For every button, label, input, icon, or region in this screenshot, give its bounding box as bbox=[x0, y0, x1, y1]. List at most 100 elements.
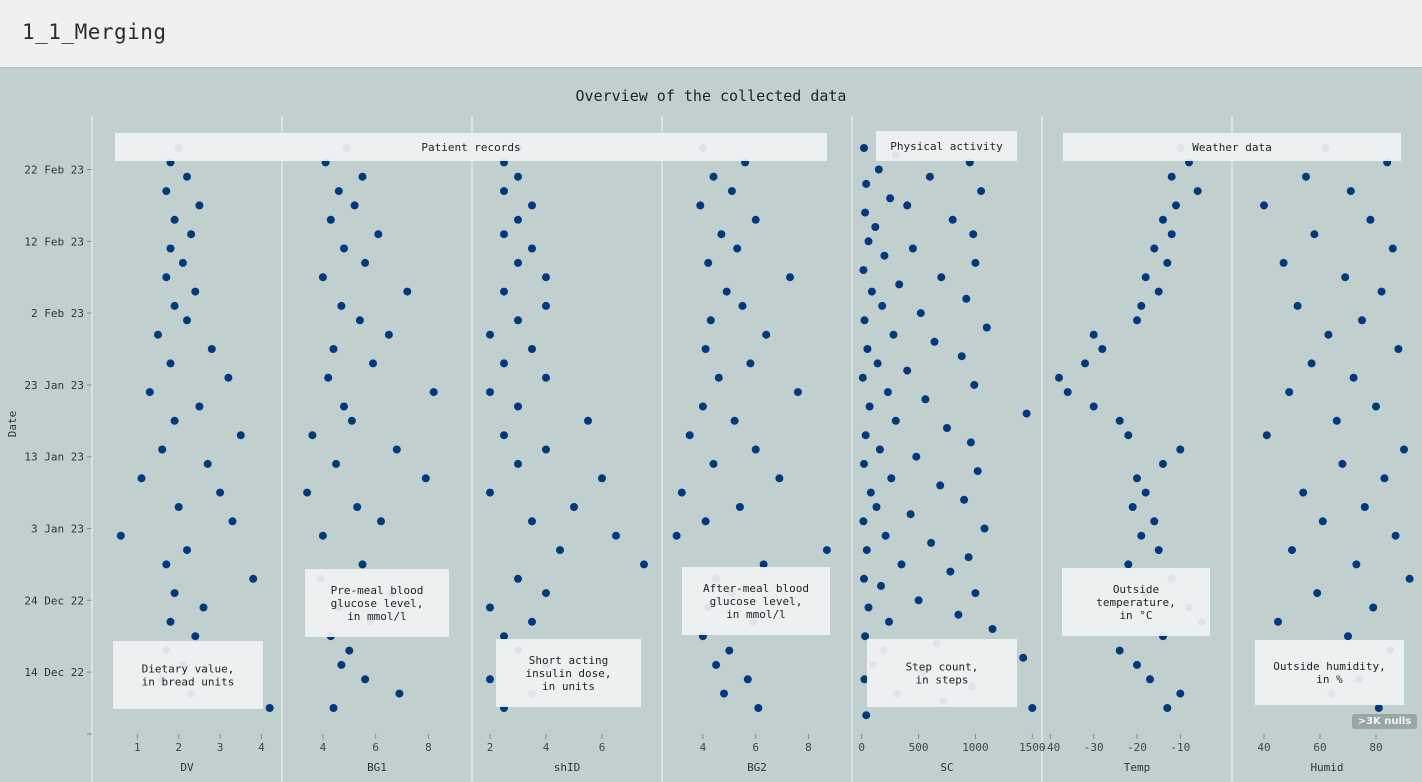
data-point[interactable] bbox=[166, 244, 175, 253]
data-point[interactable] bbox=[895, 280, 904, 289]
data-point[interactable] bbox=[1167, 230, 1176, 239]
data-point[interactable] bbox=[1349, 373, 1358, 382]
data-point[interactable] bbox=[964, 553, 973, 562]
data-point[interactable] bbox=[570, 503, 578, 511]
data-point[interactable] bbox=[858, 373, 867, 382]
data-point[interactable] bbox=[709, 459, 718, 468]
data-point[interactable] bbox=[514, 258, 522, 267]
data-point[interactable] bbox=[528, 345, 536, 353]
data-point[interactable] bbox=[514, 316, 522, 325]
data-point[interactable] bbox=[1360, 503, 1369, 511]
data-point[interactable] bbox=[429, 388, 438, 397]
data-point[interactable] bbox=[486, 388, 494, 397]
data-point[interactable] bbox=[775, 474, 784, 483]
data-point[interactable] bbox=[980, 524, 989, 533]
data-point[interactable] bbox=[861, 208, 870, 217]
data-point[interactable] bbox=[207, 345, 216, 353]
data-point[interactable] bbox=[1374, 704, 1383, 712]
data-point[interactable] bbox=[1172, 201, 1180, 210]
data-point[interactable] bbox=[862, 546, 871, 555]
data-point[interactable] bbox=[1115, 416, 1124, 425]
data-point[interactable] bbox=[203, 459, 212, 468]
data-point[interactable] bbox=[116, 531, 125, 540]
data-point[interactable] bbox=[1310, 230, 1319, 239]
data-point[interactable] bbox=[195, 201, 204, 210]
data-point[interactable] bbox=[862, 711, 871, 720]
data-point[interactable] bbox=[1128, 503, 1137, 511]
data-point[interactable] bbox=[872, 503, 881, 511]
data-point[interactable] bbox=[514, 402, 522, 411]
data-point[interactable] bbox=[486, 603, 494, 612]
data-point[interactable] bbox=[1391, 531, 1400, 540]
data-point[interactable] bbox=[714, 373, 723, 382]
data-point[interactable] bbox=[1262, 431, 1271, 440]
data-point[interactable] bbox=[733, 244, 742, 253]
data-point[interactable] bbox=[162, 273, 171, 282]
data-point[interactable] bbox=[860, 459, 868, 468]
data-point[interactable] bbox=[871, 223, 880, 231]
data-point[interactable] bbox=[350, 201, 359, 210]
data-point[interactable] bbox=[170, 215, 179, 224]
data-point[interactable] bbox=[1063, 388, 1072, 397]
data-point[interactable] bbox=[236, 431, 245, 440]
data-point[interactable] bbox=[908, 244, 917, 253]
data-point[interactable] bbox=[154, 330, 162, 339]
data-point[interactable] bbox=[860, 316, 869, 325]
data-point[interactable] bbox=[1377, 287, 1386, 296]
data-point[interactable] bbox=[528, 244, 536, 253]
data-point[interactable] bbox=[860, 144, 868, 152]
data-point[interactable] bbox=[1341, 273, 1350, 282]
data-point[interactable] bbox=[930, 337, 939, 346]
data-point[interactable] bbox=[861, 431, 870, 440]
data-point[interactable] bbox=[500, 230, 508, 239]
data-point[interactable] bbox=[1260, 201, 1268, 210]
data-point[interactable] bbox=[137, 474, 146, 483]
nulls-badge[interactable]: >3K nulls bbox=[1352, 714, 1417, 729]
data-point[interactable] bbox=[1150, 244, 1159, 253]
data-point[interactable] bbox=[358, 560, 367, 569]
data-point[interactable] bbox=[528, 617, 536, 626]
data-point[interactable] bbox=[337, 660, 346, 669]
data-point[interactable] bbox=[878, 301, 887, 310]
data-point[interactable] bbox=[1176, 689, 1185, 698]
data-point[interactable] bbox=[166, 359, 175, 368]
data-point[interactable] bbox=[717, 230, 726, 239]
data-point[interactable] bbox=[1352, 560, 1361, 569]
data-point[interactable] bbox=[1400, 445, 1408, 454]
data-point[interactable] bbox=[1380, 474, 1389, 483]
data-point[interactable] bbox=[701, 517, 710, 526]
data-point[interactable] bbox=[672, 531, 681, 540]
data-point[interactable] bbox=[1302, 172, 1310, 181]
data-point[interactable] bbox=[265, 704, 274, 712]
data-point[interactable] bbox=[1369, 603, 1378, 612]
data-point[interactable] bbox=[973, 467, 982, 476]
data-point[interactable] bbox=[303, 488, 312, 497]
data-point[interactable] bbox=[937, 273, 946, 282]
data-point[interactable] bbox=[542, 273, 550, 282]
data-point[interactable] bbox=[969, 230, 978, 239]
data-point[interactable] bbox=[977, 187, 986, 196]
data-point[interactable] bbox=[859, 266, 868, 275]
data-point[interactable] bbox=[946, 567, 955, 576]
data-point[interactable] bbox=[361, 258, 370, 267]
data-point[interactable] bbox=[1137, 301, 1146, 310]
data-point[interactable] bbox=[308, 431, 317, 440]
data-point[interactable] bbox=[486, 488, 494, 497]
data-point[interactable] bbox=[966, 438, 975, 447]
data-point[interactable] bbox=[358, 172, 367, 181]
data-point[interactable] bbox=[1022, 409, 1031, 418]
data-point[interactable] bbox=[866, 488, 875, 497]
data-point[interactable] bbox=[514, 215, 522, 224]
data-point[interactable] bbox=[957, 352, 966, 361]
data-point[interactable] bbox=[936, 481, 945, 490]
data-point[interactable] bbox=[730, 416, 739, 425]
data-point[interactable] bbox=[897, 560, 906, 569]
data-point[interactable] bbox=[355, 316, 364, 325]
data-point[interactable] bbox=[860, 574, 868, 583]
data-point[interactable] bbox=[903, 366, 912, 375]
data-point[interactable] bbox=[224, 373, 233, 382]
data-point[interactable] bbox=[542, 301, 550, 310]
data-point[interactable] bbox=[1344, 632, 1352, 641]
data-point[interactable] bbox=[1307, 359, 1316, 368]
data-point[interactable] bbox=[384, 330, 393, 339]
